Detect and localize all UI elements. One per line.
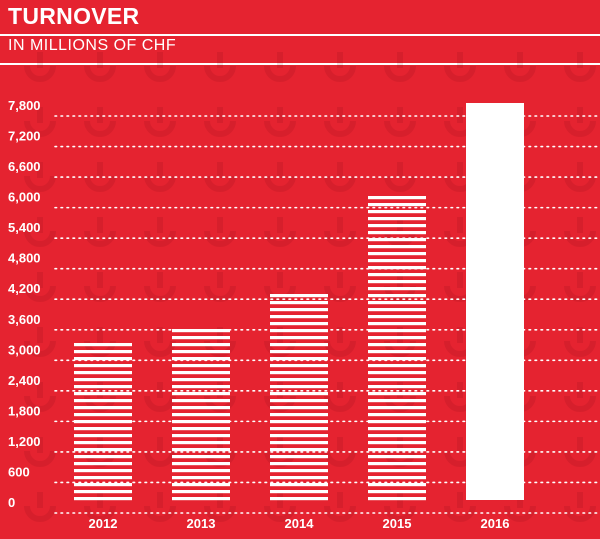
background-logo-icon [444, 52, 476, 82]
background-logo-icon [24, 382, 56, 412]
background-logo-icon [564, 492, 596, 522]
bar-2016 [466, 103, 524, 500]
background-logo-icon [84, 272, 116, 302]
background-logo-icon [564, 217, 596, 247]
y-tick-label: 4,200 [8, 281, 41, 296]
background-logo-icon [564, 382, 596, 412]
bars [74, 103, 524, 501]
background-logo-icon [564, 107, 596, 137]
background-logo-icon [324, 272, 356, 302]
background-logo-icon [324, 437, 356, 467]
background-logo-icon [324, 492, 356, 522]
background-logo-icon [204, 217, 236, 247]
background-logo-icon [204, 107, 236, 137]
background-logo-icon [24, 437, 56, 467]
gridlines [54, 115, 600, 514]
y-tick-label: 7,200 [8, 129, 41, 144]
x-axis-labels: 2012 2013 2014 2015 2016 [89, 516, 510, 531]
background-logo-icon [144, 52, 176, 82]
background-logo-icon [564, 437, 596, 467]
background-logo-icon [204, 52, 236, 82]
background-logo-icon [564, 272, 596, 302]
background-logo-icon [384, 52, 416, 82]
y-tick-label: 7,800 [8, 98, 41, 113]
y-tick-label: 4,800 [8, 251, 41, 266]
bar-2013 [172, 329, 230, 501]
background-logo-icon [324, 162, 356, 192]
background-logo-icon [144, 217, 176, 247]
background-logo-icon [144, 272, 176, 302]
y-tick-label: 1,800 [8, 403, 41, 418]
background-logo-icon [384, 162, 416, 192]
x-tick-label: 2016 [481, 516, 510, 531]
y-tick-label: 3,600 [8, 312, 41, 327]
background-logo-icon [324, 107, 356, 137]
background-logo-icon [324, 52, 356, 82]
background-logo-icon [384, 107, 416, 137]
y-tick-label: 6,600 [8, 159, 41, 174]
bar-2014 [270, 294, 328, 501]
background-logo-icon [264, 52, 296, 82]
background-logo-icon [144, 492, 176, 522]
x-tick-label: 2012 [89, 516, 118, 531]
background-logo-icon [144, 162, 176, 192]
y-tick-label: 1,200 [8, 434, 41, 449]
background-logo-icon [504, 52, 536, 82]
background-logo-icon [24, 272, 56, 302]
background-logo-icon [384, 492, 416, 522]
y-tick-label: 600 [8, 464, 30, 479]
background-logo-icon [264, 272, 296, 302]
background-logo-icon [324, 327, 356, 357]
background-logo-icon [84, 217, 116, 247]
background-logo-icon [24, 52, 56, 82]
background-logo-icon [24, 217, 56, 247]
background-logo-icon [84, 52, 116, 82]
y-tick-label: 5,400 [8, 220, 41, 235]
y-tick-label: 0 [8, 495, 15, 510]
y-tick-label: 6,000 [8, 190, 41, 205]
x-tick-label: 2015 [383, 516, 412, 531]
chart-subtitle: IN MILLIONS OF CHF [8, 37, 177, 54]
title-rule [0, 34, 600, 36]
y-axis-ticks: 0 600 1,200 1,800 2,400 3,000 3,600 4,200 4,800 5… [8, 98, 41, 510]
background-logo-icon [204, 272, 236, 302]
background-logo-icon [24, 162, 56, 192]
background-logo-icon [24, 492, 56, 522]
x-tick-label: 2014 [285, 516, 315, 531]
background-logo-icon [264, 217, 296, 247]
background-logo-icon [144, 327, 176, 357]
background-logo-icon [84, 327, 116, 357]
chart-title: TURNOVER [8, 3, 140, 29]
bar-2012 [74, 343, 132, 501]
background-logo-icon [264, 492, 296, 522]
background-logo-icon [144, 437, 176, 467]
y-tick-label: 2,400 [8, 373, 41, 388]
background-logo-icon [264, 162, 296, 192]
x-tick-label: 2013 [187, 516, 216, 531]
background-logo-icon [564, 52, 596, 82]
background-logo-icon [84, 162, 116, 192]
background-logo-icon [324, 217, 356, 247]
background-logo-icon [144, 382, 176, 412]
background-logo-icon [24, 107, 56, 137]
background-logo-icon [564, 162, 596, 192]
background-logo-icon [84, 107, 116, 137]
background-logo-icon [84, 492, 116, 522]
background-logo-icon [204, 492, 236, 522]
background-logo-icon [204, 162, 236, 192]
background-logo-icon [264, 107, 296, 137]
background-logo-icon [24, 327, 56, 357]
subtitle-rule [0, 63, 600, 65]
background-logo-icon [144, 107, 176, 137]
background-logo-icon [324, 382, 356, 412]
y-tick-label: 3,000 [8, 342, 41, 357]
bar-2015 [368, 196, 426, 501]
background-logo-icon [444, 492, 476, 522]
background-logo-icon [564, 327, 596, 357]
